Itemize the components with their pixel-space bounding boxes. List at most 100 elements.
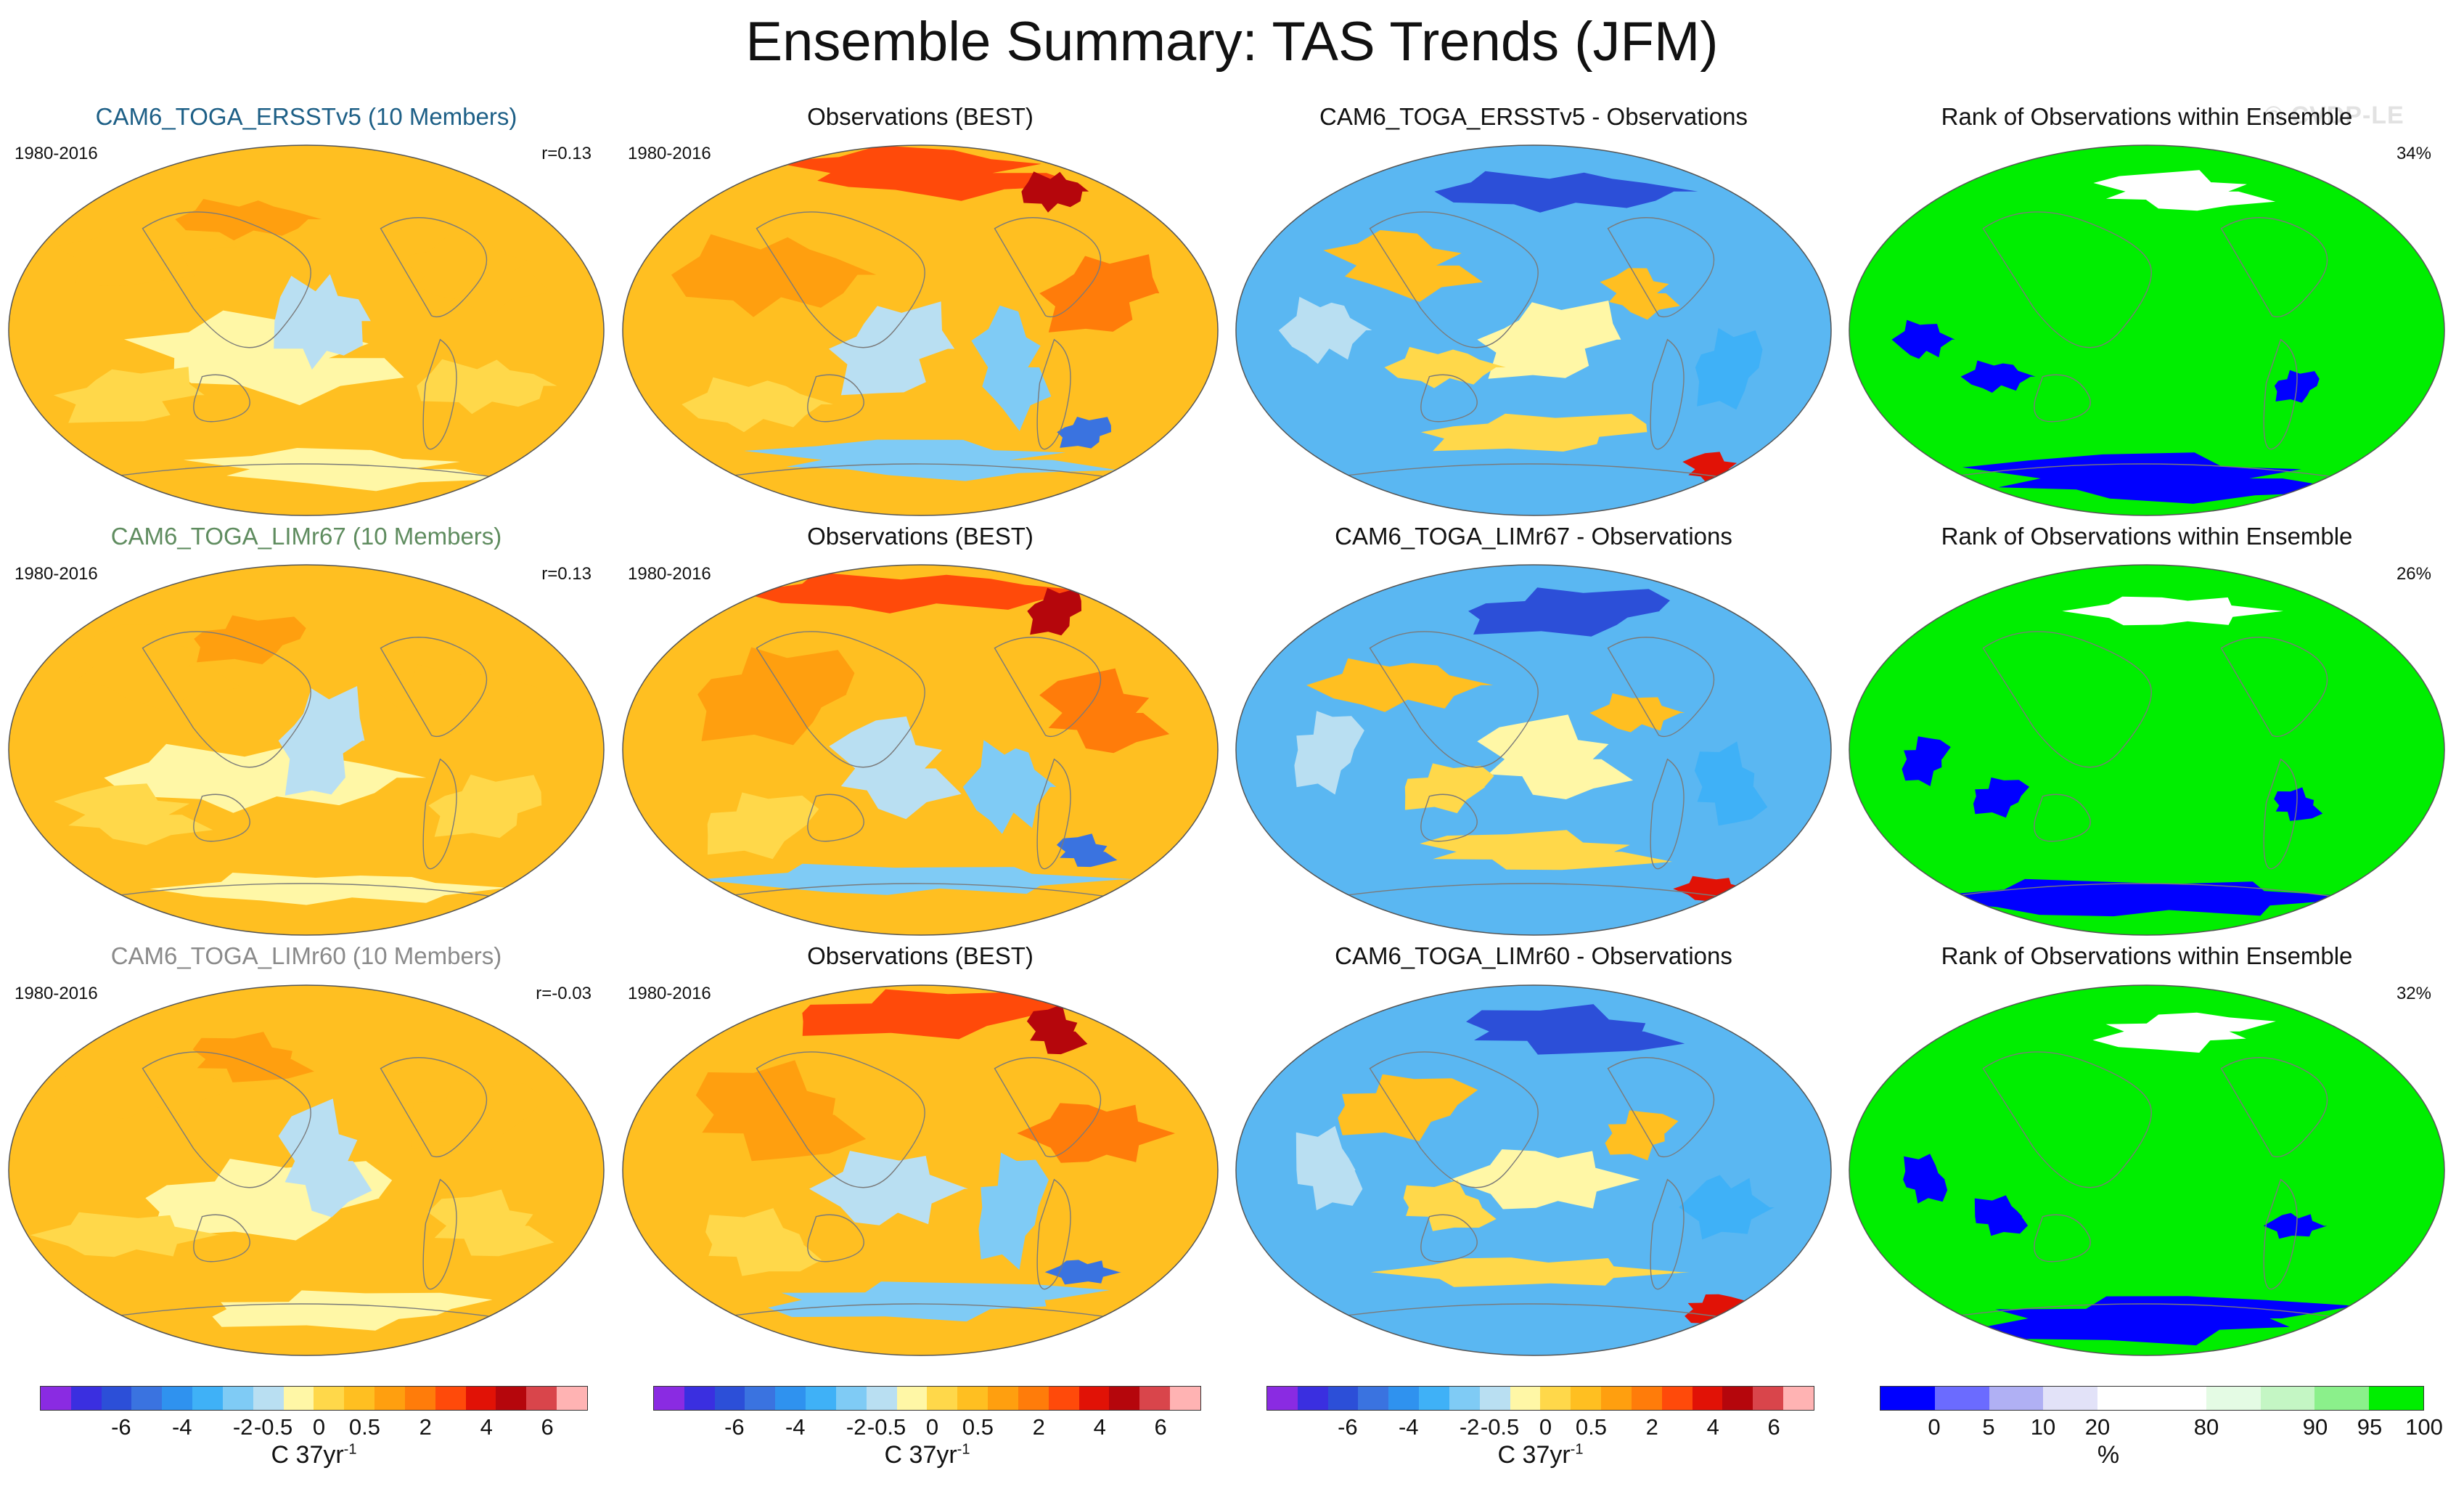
period-label: 1980-2016	[15, 144, 98, 163]
colorbar-swatch	[1989, 1387, 2044, 1410]
map-border	[1849, 984, 2445, 1356]
rank-percent: 34%	[2396, 144, 2431, 163]
colorbar-swatch	[283, 1387, 314, 1410]
pattern-correlation: r=0.13	[541, 564, 592, 584]
colorbar-swatch	[1297, 1387, 1328, 1410]
colorbar-swatch	[101, 1387, 132, 1410]
coastline	[711, 463, 1119, 479]
field-region	[1404, 763, 1494, 814]
field-region	[2161, 255, 2404, 351]
coastline	[756, 1051, 925, 1188]
colorbar-swatch	[1449, 1387, 1480, 1410]
field-region	[183, 448, 502, 491]
field-region	[30, 1054, 253, 1119]
colorbar-tick-label: 100	[2405, 1414, 2443, 1440]
observations-map	[622, 144, 1219, 516]
coastline	[2263, 1178, 2298, 1290]
field-region	[1695, 327, 1763, 410]
coastline	[756, 631, 925, 768]
observations-title: Observations (BEST)	[807, 103, 1034, 130]
rank-map	[1849, 984, 2445, 1356]
coastline	[1420, 1214, 1478, 1263]
difference-title: CAM6_TOGA_LIMr67 - Observations	[1335, 523, 1732, 550]
period-label: 1980-2016	[15, 984, 98, 1003]
colorbar-swatch	[1419, 1387, 1449, 1410]
colorbar-tick-label: -2	[846, 1414, 867, 1440]
colorbar-tick-label: 0.5	[962, 1414, 994, 1440]
colorbar-unit: C 37yr-1	[1498, 1441, 1584, 1469]
field-region	[1466, 1004, 1685, 1055]
coastline	[807, 794, 864, 842]
rank-map	[1849, 564, 2445, 936]
colorbar-swatch	[1048, 1387, 1079, 1410]
colorbar-tick-label: 95	[2357, 1414, 2383, 1440]
colorbar-swatch	[2043, 1387, 2098, 1410]
colorbar-swatch	[1018, 1387, 1049, 1410]
colorbar-swatch	[1722, 1387, 1753, 1410]
rank-title: Rank of Observations within Ensemble	[1941, 523, 2353, 550]
ensemble-mean-title: CAM6_TOGA_LIMr67 (10 Members)	[110, 523, 502, 550]
pattern-correlation: r=-0.03	[536, 984, 592, 1003]
rank-title: Rank of Observations within Ensemble	[1941, 942, 2353, 969]
field-region	[1338, 1074, 1478, 1141]
field-region	[380, 664, 562, 725]
colorbar-tick-label: -4	[171, 1414, 192, 1440]
field-region	[1973, 777, 2030, 818]
field-region	[828, 301, 955, 396]
field-region	[2198, 1079, 2385, 1198]
field-region	[1039, 254, 1160, 333]
coastline	[756, 211, 925, 348]
coastline	[422, 758, 457, 870]
map-border	[1849, 144, 2445, 516]
colorbar-tick-label: -4	[785, 1414, 806, 1440]
colorbar-tick-label: -0.5	[867, 1414, 906, 1440]
coastline	[2263, 338, 2298, 450]
field-region	[1056, 833, 1118, 868]
map-border	[622, 984, 1219, 1356]
field-region	[1694, 741, 1768, 826]
colorbar-tick-label: 0	[925, 1414, 939, 1440]
map-border	[1849, 564, 2445, 936]
coastline	[1982, 631, 2152, 768]
field-region	[707, 792, 819, 860]
coastline	[1325, 463, 1732, 479]
coastline	[1369, 1051, 1539, 1188]
coastline	[994, 637, 1102, 738]
field-region	[1679, 1175, 1775, 1240]
field-region	[1989, 383, 2306, 446]
colorbar-swatch	[927, 1387, 958, 1410]
difference-title: CAM6_TOGA_LIMr60 - Observations	[1335, 942, 1732, 969]
field-region	[697, 647, 855, 746]
map-border	[8, 144, 605, 516]
field-region	[1477, 714, 1634, 799]
field-region	[1384, 346, 1506, 388]
field-region	[1057, 417, 1111, 449]
colorbar-tick-label: -0.5	[253, 1414, 293, 1440]
colorbar-swatch	[557, 1387, 587, 1410]
colorbar-swatch	[344, 1387, 375, 1410]
colorbar-tick-label: 2	[1032, 1414, 1045, 1440]
field-region	[175, 199, 322, 241]
colorbar-tick-label: 90	[2302, 1414, 2328, 1440]
colorbar-tick-label: 0	[1928, 1414, 1941, 1440]
coastline	[1036, 1178, 1071, 1290]
colorbar-swatch	[684, 1387, 715, 1410]
field-region	[1027, 587, 1081, 636]
colorbar-swatch	[2206, 1387, 2261, 1410]
field-region	[53, 367, 205, 423]
colorbar-swatch	[957, 1387, 989, 1410]
field-region	[1914, 234, 2155, 355]
colorbar-swatch	[131, 1387, 163, 1410]
field-region	[1420, 830, 1673, 870]
field-region	[1296, 1125, 1363, 1211]
colorbar-swatch	[1267, 1387, 1298, 1410]
rank-percent: 32%	[2396, 984, 2431, 1003]
trend-colorbar	[653, 1386, 1201, 1411]
coastline	[142, 211, 311, 348]
field-region	[829, 716, 962, 820]
coastline	[1938, 1303, 2346, 1319]
coastline	[807, 1214, 864, 1263]
difference-title: CAM6_TOGA_ERSSTv5 - Observations	[1319, 103, 1748, 130]
field-region	[1902, 736, 1951, 786]
field-region	[1600, 268, 1680, 320]
